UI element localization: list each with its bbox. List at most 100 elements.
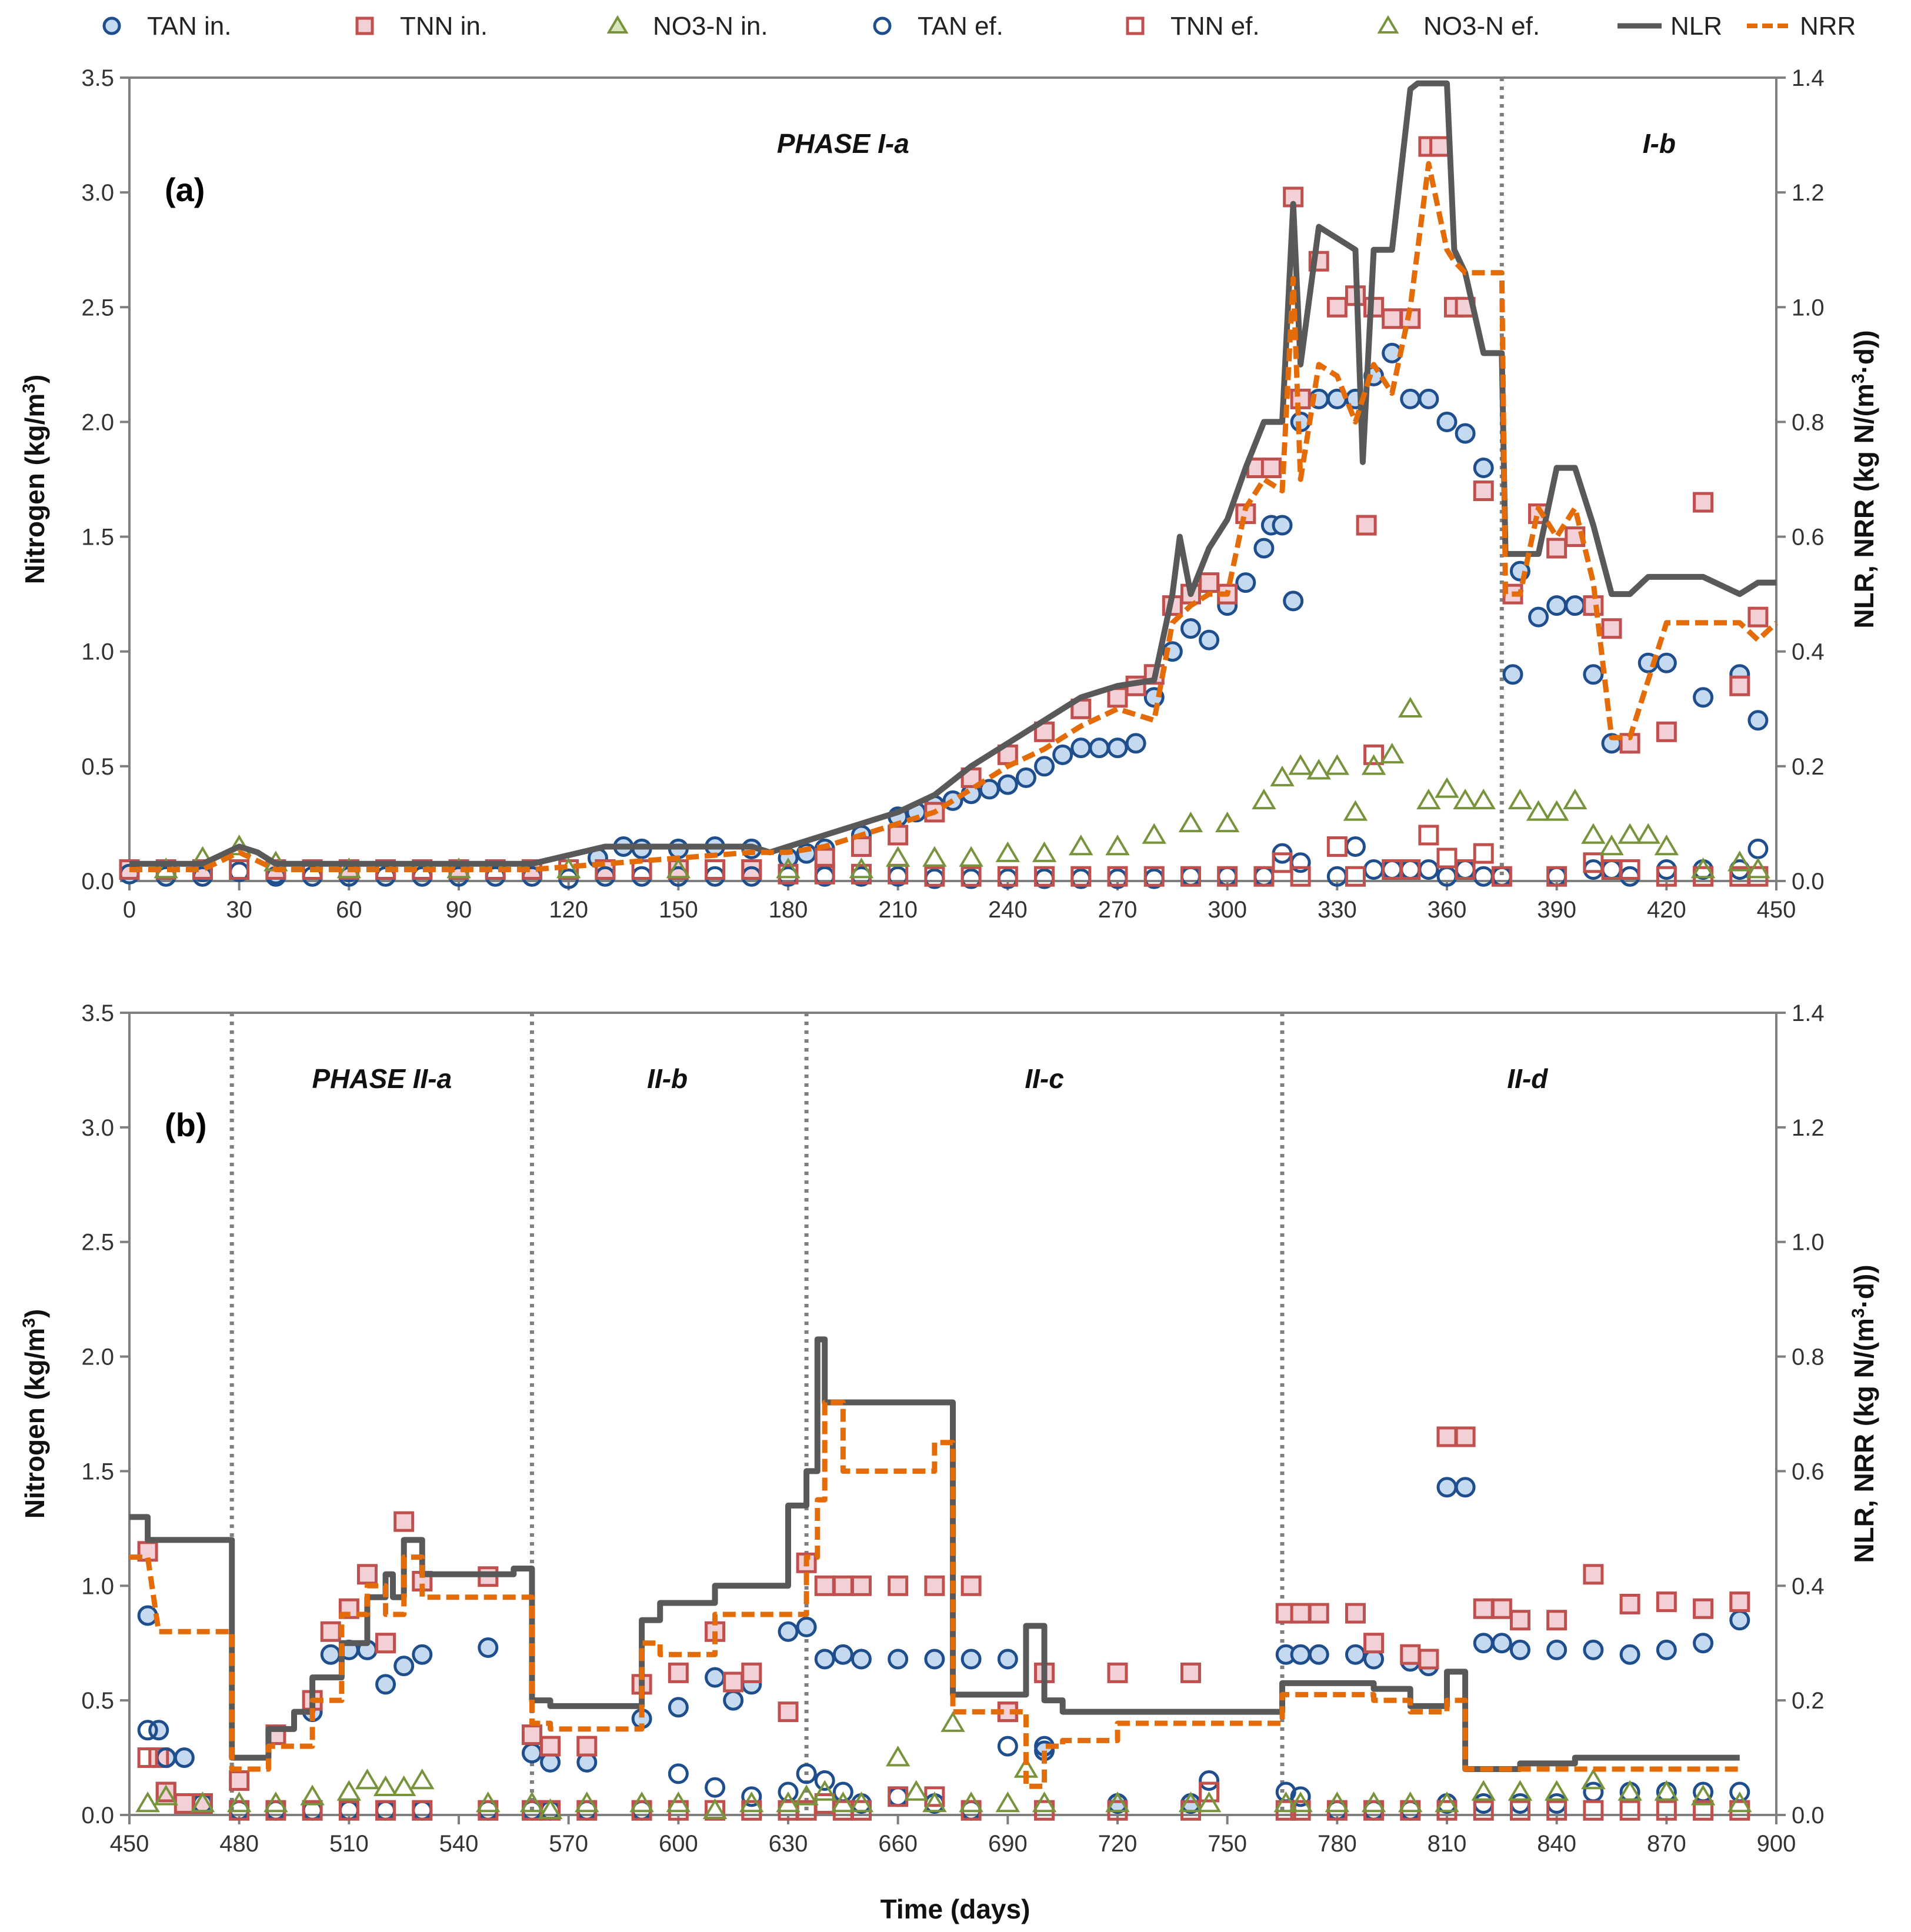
point-tnn-in (1583, 595, 1604, 616)
point-no3-n-ef (1142, 823, 1166, 844)
series-tnn-ef (119, 744, 1769, 887)
point-no3-n-ef (1690, 857, 1716, 879)
point-no3-n-ef (1471, 788, 1496, 810)
y-axis-left-title: Nitrogen (kg/m3) (19, 1309, 50, 1519)
x-tick-label: 390 (1537, 897, 1576, 923)
point-tnn-in (1363, 1633, 1385, 1654)
point-tnn-ef (338, 1800, 359, 1821)
point-tnn-ef (1034, 866, 1055, 887)
point-tnn-ef (1253, 866, 1275, 887)
point-tnn-ef (1107, 866, 1128, 887)
point-tan-in (1107, 738, 1128, 759)
point-tnn-ef (1455, 859, 1476, 880)
point-tnn-in (1601, 618, 1622, 639)
point-tan-in (1546, 595, 1568, 616)
point-tan-in (832, 1644, 853, 1665)
point-tan-ef (668, 1763, 689, 1784)
point-no3-n-ef (885, 1746, 911, 1767)
legend-swatch-tnn-ef (1126, 16, 1145, 35)
point-tan-in (1034, 756, 1055, 777)
point-tnn-ef (1363, 744, 1385, 765)
point-tnn-in (741, 1662, 762, 1683)
legend-label-tnn-in: TNN in. (400, 12, 488, 41)
y-left-tick-label: 1.0 (81, 1573, 114, 1599)
point-no3-n-ef (666, 1791, 691, 1813)
point-tan-in (924, 1649, 945, 1670)
point-tnn-in (1729, 1591, 1750, 1613)
x-tick-label: 660 (878, 1831, 918, 1857)
point-tnn-in (851, 836, 872, 857)
y-right-tick-label: 0.6 (1792, 1459, 1825, 1484)
y-left-tick-label: 1.5 (81, 1459, 114, 1484)
point-tan-in (979, 779, 1000, 800)
point-tnn-in (1429, 136, 1450, 157)
point-tan-in (1656, 1639, 1677, 1660)
y-axis-right-title-end: ·d)) (1849, 330, 1879, 373)
point-no3-n-ef (1379, 742, 1405, 764)
y-axis-left-title-end: ) (19, 375, 50, 383)
phase-label-ii-d: II-d (1507, 1063, 1548, 1094)
y-left-tick-label: 3.0 (81, 180, 114, 206)
point-no3-n-ef (1453, 788, 1478, 810)
point-tan-in (1418, 388, 1439, 409)
x-tick-label: 450 (110, 1831, 149, 1857)
point-no3-n-ef (1581, 1769, 1606, 1790)
y-left-tick-label: 1.0 (81, 639, 114, 665)
x-tick-label: 780 (1318, 1831, 1357, 1857)
series-line-nlr (129, 80, 1776, 867)
point-tan-in (1345, 1644, 1366, 1665)
point-tnn-in (723, 1671, 744, 1693)
point-tnn-in (1455, 1426, 1476, 1447)
point-no3-n-ef (1270, 765, 1295, 787)
point-tan-in (1290, 1644, 1311, 1665)
point-tnn-in (1400, 1644, 1421, 1665)
x-tick-label: 210 (878, 897, 918, 923)
point-no3-n-ef (831, 1791, 856, 1813)
point-tan-ef (888, 1786, 909, 1807)
point-tnn-in (1473, 1598, 1494, 1619)
y-left-tick-label: 0.5 (81, 1688, 114, 1714)
point-tan-ef (1747, 838, 1769, 859)
point-tan-ef (1509, 1793, 1530, 1814)
point-no3-n-ef (1636, 823, 1660, 844)
point-no3-n-ef (154, 1784, 178, 1806)
point-tnn-ef (1345, 866, 1366, 887)
point-tan-ef (1473, 866, 1494, 887)
point-no3-n-ef (1690, 1784, 1716, 1806)
point-tnn-in (1747, 606, 1769, 628)
point-no3-n-ef (1544, 1780, 1569, 1801)
y-left-tick-label: 0.0 (81, 869, 114, 895)
point-no3-n-ef (776, 857, 801, 879)
legend: TAN in. TNN in. NO3-N in. TAN ef. TNN ef. NO3… (102, 12, 1856, 41)
point-tan-in (778, 1621, 799, 1642)
point-tan-ef (796, 1763, 817, 1784)
point-tnn-in (1180, 1662, 1201, 1683)
point-tnn-in (1491, 1598, 1512, 1619)
point-no3-n-ef (1252, 788, 1276, 810)
point-tnn-in (229, 1770, 250, 1791)
x-tick-label: 120 (549, 897, 588, 923)
y-axis-left-title-superscript: 3 (19, 383, 39, 393)
point-no3-n-ef (1325, 754, 1350, 775)
point-tnn-ef (1436, 847, 1458, 869)
point-tnn-ef (1290, 866, 1311, 887)
point-tnn-ef (741, 859, 762, 880)
point-tnn-in (1107, 1662, 1128, 1683)
point-tan-in (1052, 744, 1073, 765)
x-tick-label: 570 (549, 1831, 588, 1857)
point-tan-ef (1583, 1781, 1604, 1803)
x-tick-label: 750 (1208, 1831, 1247, 1857)
point-tan-in (1583, 1639, 1604, 1660)
series-no3-n-ef (135, 1711, 1752, 1819)
series-line-nrr (129, 161, 1779, 872)
point-tan-in (478, 1637, 499, 1659)
point-tnn-ef (960, 866, 982, 887)
point-no3-n-ef (1178, 811, 1203, 833)
point-tan-ef (1491, 866, 1512, 887)
legend-item-nlr: NLR (1617, 12, 1722, 41)
series-tnn-ef (137, 1701, 1750, 1821)
legend-label-tan-ef: TAN ef. (918, 12, 1003, 41)
point-tnn-in (814, 1575, 835, 1596)
point-tan-in (723, 1690, 744, 1711)
